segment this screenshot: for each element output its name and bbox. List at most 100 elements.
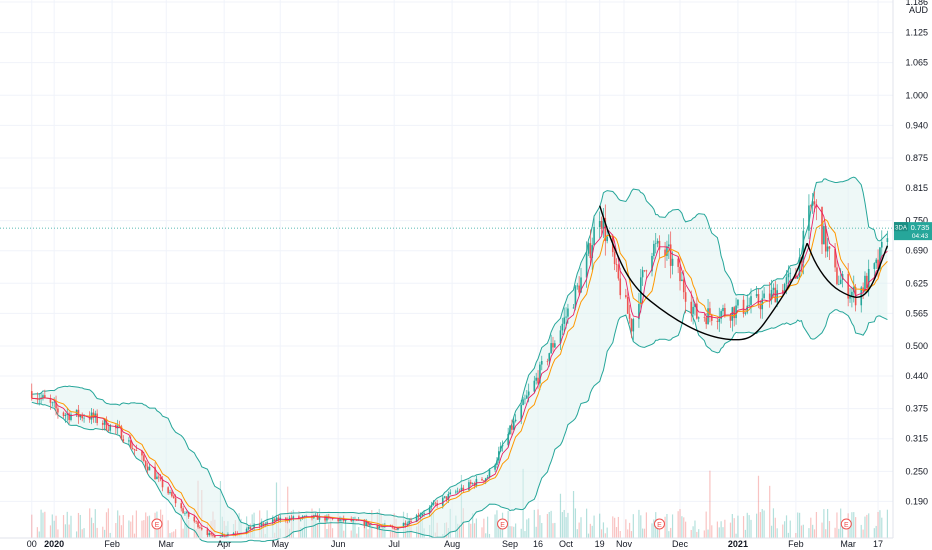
volume-bar xyxy=(161,514,164,538)
band-upper-line xyxy=(31,176,888,527)
candle-body xyxy=(639,277,642,304)
candle-body xyxy=(432,502,435,505)
candle-body xyxy=(781,290,784,294)
volume-bar xyxy=(83,528,85,538)
candle-body xyxy=(724,307,726,316)
volume-bar xyxy=(326,528,328,538)
candle-body xyxy=(772,287,775,290)
volume-bar xyxy=(352,520,354,538)
volume-bar xyxy=(666,513,668,538)
volume-bar xyxy=(324,518,326,538)
candle-body xyxy=(561,323,564,331)
candle-body xyxy=(565,316,567,318)
candle-body xyxy=(376,524,379,529)
volume-bar xyxy=(589,523,591,538)
volume-bar xyxy=(574,508,577,538)
volume-bar xyxy=(862,529,864,538)
volume-bar xyxy=(133,533,136,538)
candle-body xyxy=(404,522,407,526)
volume-bar xyxy=(731,514,733,538)
candle-body xyxy=(365,521,367,526)
candle-body xyxy=(275,517,278,522)
volume-bar xyxy=(722,527,724,538)
candle-body xyxy=(447,494,450,500)
candle-body xyxy=(838,284,840,285)
candle-body xyxy=(199,527,201,528)
candle-body xyxy=(469,482,472,484)
pattern-curve-2 xyxy=(806,242,889,298)
volume-bar xyxy=(580,517,582,538)
volume-bar xyxy=(51,514,53,538)
candle-body xyxy=(694,303,696,307)
volume-bar xyxy=(849,525,851,538)
x-tick-label: Jul xyxy=(388,539,400,549)
volume-bar xyxy=(31,514,33,538)
candle-body xyxy=(862,287,864,292)
candle-body xyxy=(783,283,786,294)
volume-bar xyxy=(756,513,758,538)
x-tick-label: Mar xyxy=(159,539,175,549)
volume-bar xyxy=(96,527,98,538)
x-tick-label: Nov xyxy=(616,539,633,549)
x-tick-label: Feb xyxy=(104,539,120,549)
volume-bar xyxy=(496,510,498,538)
candle-body xyxy=(393,527,395,529)
candle-body xyxy=(707,308,709,325)
candle-body xyxy=(768,293,771,300)
candle-body xyxy=(578,285,580,293)
volume-bar xyxy=(539,515,541,538)
x-tick-label: 17 xyxy=(873,539,883,549)
candle-body xyxy=(654,243,657,245)
candle-body xyxy=(53,402,55,404)
candle-body xyxy=(182,508,184,514)
volume-bar xyxy=(148,515,151,538)
candle-body xyxy=(877,259,879,269)
x-tick-label: Dec xyxy=(672,539,689,549)
candle-body xyxy=(498,451,500,461)
volume-bar xyxy=(707,529,709,538)
candle-body xyxy=(864,275,866,292)
candle-body xyxy=(481,478,483,481)
candle-body xyxy=(419,515,422,517)
volume-bar xyxy=(737,515,739,538)
volume-bar xyxy=(115,523,117,538)
candle-body xyxy=(101,423,104,425)
candle-body xyxy=(619,278,622,296)
candle-body xyxy=(70,414,72,420)
volume-bar xyxy=(287,486,289,538)
volume-bar xyxy=(79,514,81,538)
candle-body xyxy=(875,259,877,264)
candle-body xyxy=(643,270,646,271)
candle-body xyxy=(677,258,679,267)
candle-body xyxy=(668,244,670,247)
x-tick-label: Oct xyxy=(559,539,574,549)
candle-body xyxy=(458,490,461,492)
x-tick-label: Apr xyxy=(217,539,231,549)
volume-bar xyxy=(275,482,278,538)
candle-body xyxy=(92,412,95,418)
volume-bar xyxy=(184,523,186,538)
volume-bar xyxy=(812,524,814,538)
volume-bar xyxy=(642,528,644,538)
candle-body xyxy=(434,502,437,504)
candle-body xyxy=(744,312,747,314)
earnings-marker xyxy=(653,518,665,530)
volume-bar xyxy=(561,512,563,538)
volume-bar xyxy=(315,518,317,538)
candle-body xyxy=(526,395,528,399)
candle-body xyxy=(750,296,752,305)
candle-body xyxy=(735,305,737,319)
earnings-marker-label: E xyxy=(657,522,662,529)
volume-bar xyxy=(408,526,410,538)
volume-bar xyxy=(643,528,646,538)
candle-body xyxy=(391,526,394,528)
candle-body xyxy=(88,417,91,420)
candle-body xyxy=(748,304,750,306)
volume-bar xyxy=(470,523,472,538)
x-tick-label: May xyxy=(272,539,290,549)
candle-body xyxy=(49,398,52,403)
y-tick-label: 1.065 xyxy=(905,58,928,68)
y-tick-label: 0.375 xyxy=(905,404,928,414)
volume-bar xyxy=(358,527,360,538)
